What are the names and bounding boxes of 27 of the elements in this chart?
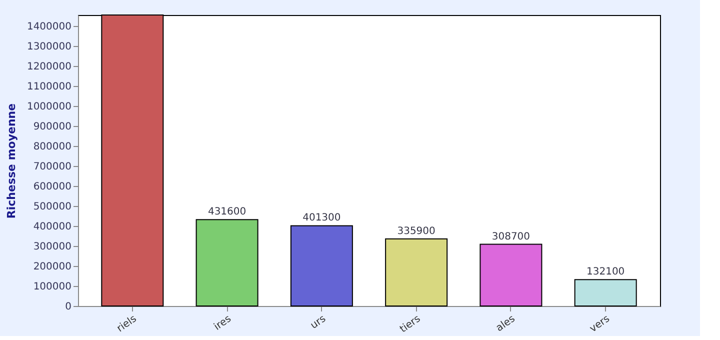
y-tick-label: 600000 <box>33 182 72 192</box>
data-label: 401300 <box>302 212 341 224</box>
data-label: 335900 <box>397 226 436 237</box>
x-tick-label: urs <box>308 314 328 332</box>
y-tick-label: 900000 <box>33 122 72 132</box>
data-label: 132100 <box>586 266 625 278</box>
x-tick-label: ales <box>494 314 518 334</box>
y-tick-label: 1300000 <box>26 42 72 52</box>
y-tick-label: 800000 <box>33 142 72 152</box>
y-tick-label: 400000 <box>33 222 72 232</box>
y-tick-label: 0 <box>65 302 72 312</box>
x-tick-label: riels <box>115 314 139 335</box>
x-tick-label: ires <box>212 314 234 333</box>
y-tick-label: 500000 <box>33 202 72 212</box>
y-tick-label: 200000 <box>33 262 72 272</box>
y-tick-label: 1100000 <box>26 82 72 92</box>
x-tick-label: vers <box>588 314 612 335</box>
y-tick-label: 1000000 <box>26 102 72 112</box>
data-label: 308700 <box>492 231 530 242</box>
y-axis-title: Richesse moyenne <box>4 103 18 219</box>
y-tick-label: 700000 <box>33 162 72 172</box>
x-tick-label: tiers <box>398 314 423 336</box>
y-tick-label: 100000 <box>33 282 72 292</box>
y-tick-label: 300000 <box>33 242 72 252</box>
data-label: 431600 <box>208 206 246 218</box>
y-tick-label: 1200000 <box>26 62 72 72</box>
y-tick-label: 1400000 <box>26 22 72 32</box>
